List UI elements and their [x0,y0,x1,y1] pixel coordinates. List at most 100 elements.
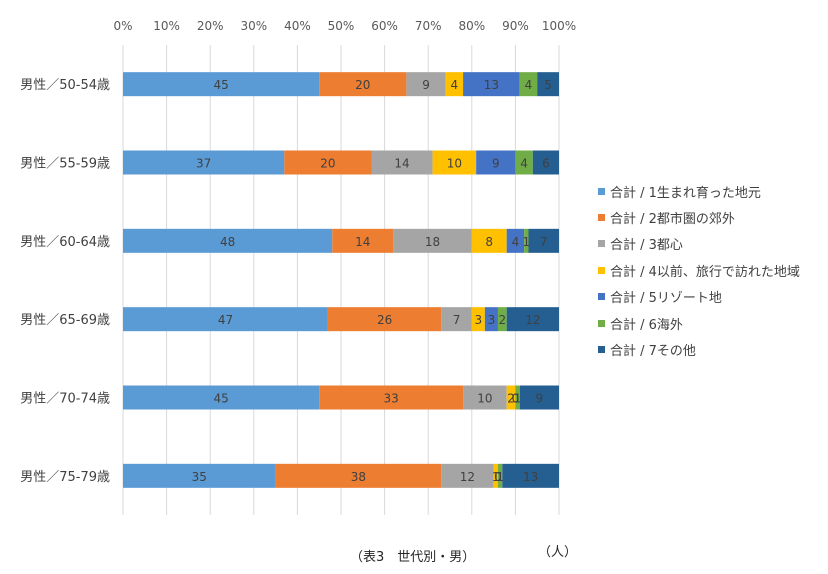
bar-segment [332,228,394,253]
bar-segment [463,72,520,97]
bar-segment [506,307,559,332]
legend-label: 合計 / 1生まれ育った地元 [610,185,761,201]
legend-swatch [598,214,605,222]
legend-item: 合計 / 4以前、旅行で訪れた地域 [598,257,800,283]
data-label: 3 [475,313,483,327]
legend-item: 合計 / 2都市圏の郊外 [598,204,800,230]
bar-segment [476,150,516,175]
bar-segment [493,463,498,488]
legend-label: 合計 / 5リゾート地 [610,291,722,307]
bar-segment [319,72,407,97]
x-tick-label: 20% [197,19,224,33]
y-category-label: 男性／65-69歳 [20,313,110,328]
legend-swatch [598,266,605,274]
bar-segment [441,307,472,332]
data-label: 1 [522,235,530,249]
bar-segment [519,72,538,97]
legend-label: 合計 / 6海外 [610,317,683,333]
data-label: 45 [213,392,228,406]
data-label: 13 [523,470,538,484]
data-label: 7 [453,313,461,327]
bar-segment [406,72,446,97]
legend-item: 合計 / 6海外 [598,310,800,336]
bar-segment [537,72,559,97]
legend-item: 合計 / 1生まれ育った地元 [598,178,800,204]
legend-label: 合計 / 7その他 [610,344,696,360]
data-label: 4 [512,235,520,249]
y-axis-category-labels: 男性／50-54歳男性／55-59歳男性／60-64歳男性／65-69歳男性／7… [20,78,110,485]
data-label: 20 [355,78,370,92]
bar-segment [497,307,507,332]
y-category-label: 男性／70-74歳 [20,392,110,407]
gridlines [122,45,560,515]
data-label: 5 [544,78,552,92]
bar-segment [327,307,442,332]
x-tick-label: 90% [502,19,529,33]
data-label: 2 [498,313,506,327]
bar-segment [123,463,276,488]
legend-swatch [598,319,605,327]
x-tick-label: 40% [284,19,311,33]
data-label: 4 [451,78,459,92]
data-label: 26 [377,313,392,327]
bar-segment [506,385,516,410]
data-label: 6 [542,157,550,171]
legend-label: 合計 / 3都心 [610,238,683,254]
bar-segment [371,150,433,175]
legend-item: 合計 / 7その他 [598,336,800,362]
data-label: 12 [460,470,475,484]
bar-segment [123,385,320,410]
bar-segment [123,150,285,175]
data-label: 14 [394,157,409,171]
chart-caption: （表3 世代別・男） [350,550,476,565]
data-label: 0 [494,470,502,484]
data-labels: 45 20 9 4 13 4 537 20 14 10 9 4 648 14 18 8 4 1 747 26 7 3 3 2 1… [192,78,552,484]
bar-segment [441,463,494,488]
legend-item: 合計 / 3都心 [598,231,800,257]
bar-segment [432,150,477,175]
bar-segment [319,385,464,410]
x-tick-label: 50% [328,19,355,33]
data-label: 14 [355,235,370,249]
bar-segment [484,307,498,332]
bar-segment [471,307,485,332]
data-label: 0 [512,392,520,406]
legend-label: 合計 / 2都市圏の郊外 [610,212,735,228]
bar-segment [275,463,442,488]
legend-swatch [598,293,605,301]
data-label: 9 [422,78,430,92]
data-label: 33 [383,392,398,406]
data-label: 4 [520,157,528,171]
data-label: 3 [488,313,496,327]
bar-segment [497,463,503,488]
y-category-label: 男性／60-64歳 [20,235,110,250]
legend: 合計 / 1生まれ育った地元 合計 / 2都市圏の郊外 合計 / 3都心合計 / 4… [598,178,800,363]
data-label: 9 [492,157,500,171]
data-label: 1 [492,470,500,484]
x-tick-label: 10% [153,19,180,33]
y-category-label: 男性／50-54歳 [20,78,110,93]
legend-item: 合計 / 5リゾート地 [598,284,800,310]
unit-label: （人） [538,545,578,560]
x-tick-label: 60% [371,19,398,33]
bar-segment [519,385,559,410]
bar-segment [515,150,533,175]
data-label: 45 [213,78,228,92]
bar-segment [123,228,333,253]
data-label: 4 [525,78,533,92]
data-label: 10 [477,392,492,406]
bar-segment [284,150,372,175]
bar-segment [471,228,507,253]
data-label: 38 [351,470,366,484]
data-label: 20 [320,157,335,171]
data-label: 7 [540,235,548,249]
data-label: 10 [447,157,462,171]
y-category-label: 男性／55-59歳 [20,157,110,172]
bar-segment [123,72,320,97]
data-label: 2 [507,392,515,406]
x-tick-label: 30% [240,19,267,33]
bar-segment [506,228,525,253]
legend-swatch [598,346,605,354]
data-label: 47 [218,313,233,327]
